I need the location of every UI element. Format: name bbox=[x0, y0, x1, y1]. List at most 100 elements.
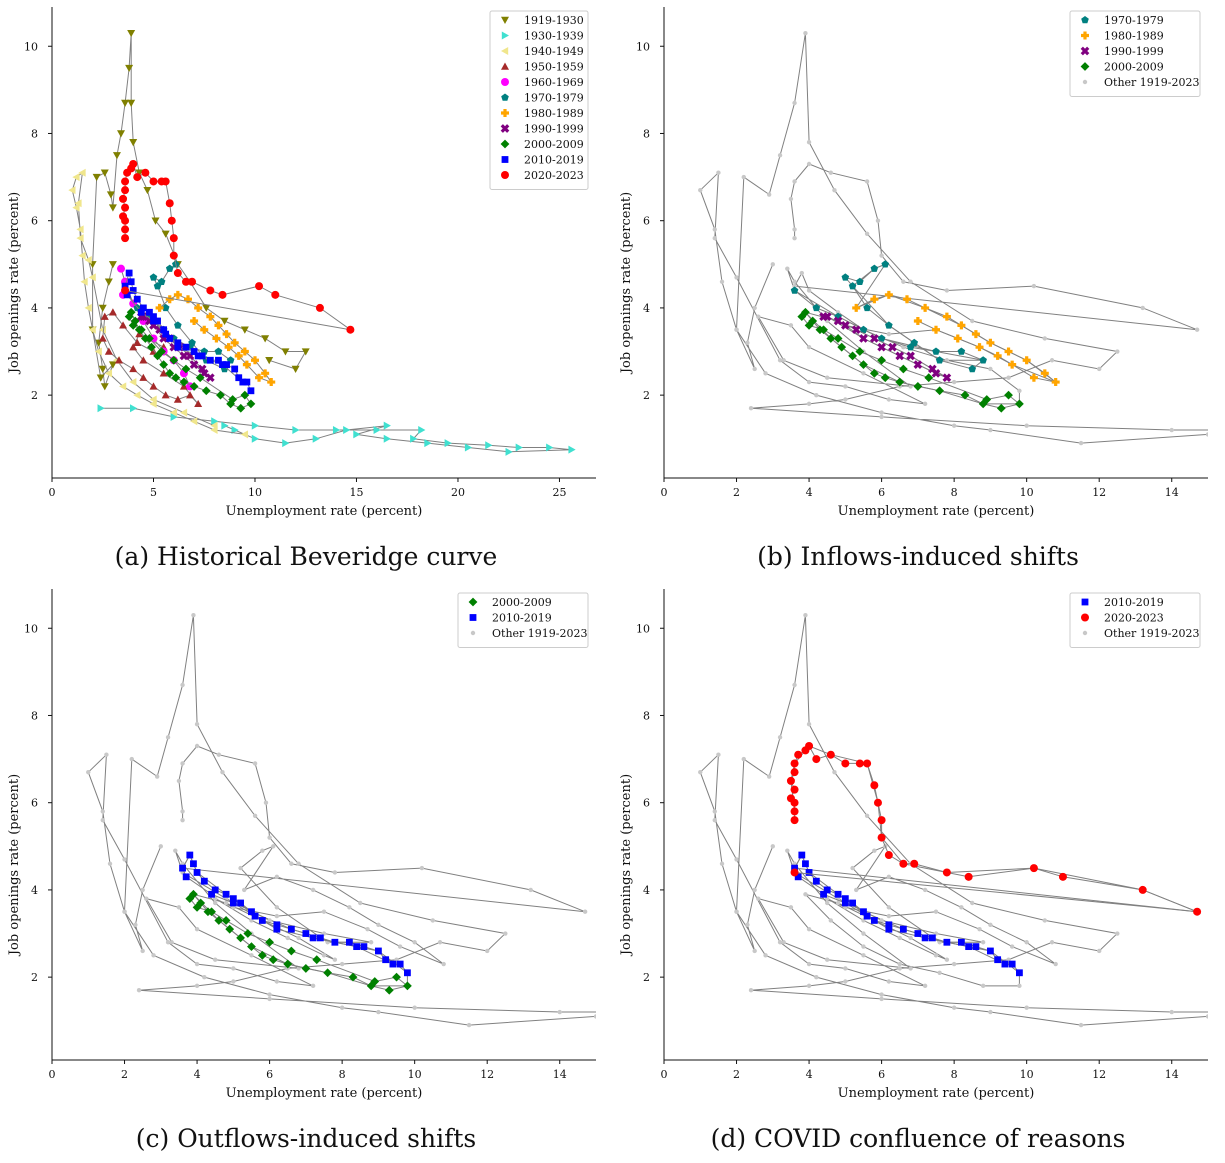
point-1970-1979 bbox=[859, 325, 868, 333]
point-2020-2023 bbox=[790, 768, 799, 777]
series-line-2010-2019 bbox=[182, 853, 408, 974]
point-1970-1979 bbox=[157, 277, 166, 285]
other-point bbox=[140, 887, 145, 893]
other-point bbox=[180, 809, 185, 814]
point-1940-1949 bbox=[74, 199, 82, 208]
point-1950-1959 bbox=[149, 382, 158, 390]
point-2020-2023 bbox=[877, 833, 886, 842]
other-point bbox=[970, 900, 975, 906]
point-2000-2009 bbox=[171, 373, 181, 383]
other-point bbox=[752, 948, 757, 954]
point-2010-2019 bbox=[239, 378, 247, 386]
point-1970-1979 bbox=[161, 303, 170, 312]
other-point bbox=[1024, 940, 1029, 945]
point-1980-1989 bbox=[224, 343, 233, 352]
chart-b: 0 2 4 6 8 10 12 14 2 4 6 8 10 Unemployment rate (perc… bbox=[619, 7, 1208, 519]
point-2020-2023 bbox=[206, 286, 215, 295]
other-point bbox=[886, 979, 892, 984]
other-point bbox=[781, 358, 786, 363]
point-1919-1930 bbox=[281, 348, 290, 356]
point-2000-2009 bbox=[130, 316, 140, 326]
point-2000-2009 bbox=[826, 334, 836, 343]
y-tick-label: 8 bbox=[643, 709, 650, 722]
legend-marker-1970-1979 bbox=[501, 93, 509, 101]
point-2020-2023 bbox=[346, 325, 355, 334]
point-2010-2019 bbox=[812, 877, 820, 885]
point-2000-2009 bbox=[848, 351, 857, 361]
point-2010-2019 bbox=[331, 938, 339, 946]
other-point bbox=[136, 988, 142, 993]
other-point bbox=[1169, 427, 1174, 433]
point-1980-1989 bbox=[267, 378, 276, 387]
other-point bbox=[231, 979, 236, 984]
point-2010-2019 bbox=[805, 869, 813, 876]
point-1919-1930 bbox=[143, 186, 152, 195]
point-2020-2023 bbox=[167, 216, 176, 225]
point-2000-2009 bbox=[243, 929, 253, 938]
point-1960-1969 bbox=[117, 264, 126, 273]
point-1980-1989 bbox=[1051, 378, 1060, 387]
point-2000-2009 bbox=[283, 959, 293, 969]
other-point bbox=[828, 918, 834, 923]
point-2010-2019 bbox=[802, 860, 809, 868]
series-1919-1930 bbox=[88, 29, 310, 391]
x-tick-label: 12 bbox=[1092, 486, 1106, 499]
point-2000-2009 bbox=[126, 307, 136, 317]
other-point bbox=[843, 397, 848, 402]
other-point bbox=[933, 953, 939, 958]
other-point bbox=[698, 769, 703, 775]
other-point bbox=[922, 983, 928, 989]
other-point bbox=[194, 743, 200, 749]
point-1919-1930 bbox=[135, 169, 144, 177]
other-point bbox=[165, 940, 171, 945]
point-1930-1939 bbox=[251, 434, 259, 443]
other-point bbox=[734, 327, 739, 332]
point-1930-1939 bbox=[251, 421, 259, 430]
series-2020-2023 bbox=[119, 160, 355, 334]
point-1950-1959 bbox=[98, 334, 107, 342]
other-point bbox=[169, 940, 174, 945]
point-2010-2019 bbox=[231, 365, 239, 373]
other-point bbox=[886, 905, 892, 910]
other-point bbox=[951, 961, 957, 967]
x-tick-label: 20 bbox=[451, 486, 465, 499]
other-point bbox=[274, 874, 280, 880]
x-tick-label: 0 bbox=[661, 486, 668, 499]
legend-label-2000-2009: 2000-2009 bbox=[492, 596, 552, 609]
other-point bbox=[777, 940, 783, 945]
y-axis-label: Job openings rate (percent) bbox=[619, 774, 634, 957]
point-2010-2019 bbox=[139, 304, 147, 312]
point-2020-2023 bbox=[794, 750, 803, 759]
other-point bbox=[792, 100, 797, 106]
point-1950-1959 bbox=[104, 347, 113, 355]
point-1980-1989 bbox=[932, 325, 940, 334]
point-1940-1949 bbox=[84, 255, 92, 264]
point-1980-1989 bbox=[173, 290, 182, 299]
point-1930-1939 bbox=[221, 421, 229, 430]
point-2000-2009 bbox=[996, 403, 1006, 413]
point-1970-1979 bbox=[812, 303, 821, 312]
other-point bbox=[129, 756, 134, 762]
point-2010-2019 bbox=[885, 921, 893, 929]
panel-b: 0 2 4 6 8 10 12 14 2 4 6 8 10 Unemployment rate (perc… bbox=[612, 0, 1224, 580]
other-point bbox=[886, 331, 892, 337]
point-2020-2023 bbox=[1138, 885, 1147, 894]
point-2020-2023 bbox=[790, 807, 799, 816]
point-1940-1949 bbox=[88, 325, 96, 334]
point-2000-2009 bbox=[165, 368, 175, 378]
point-2010-2019 bbox=[198, 352, 206, 360]
point-1990-1999 bbox=[870, 334, 879, 343]
point-1990-1999 bbox=[841, 321, 850, 330]
point-1930-1939 bbox=[515, 443, 523, 452]
other-point bbox=[1024, 423, 1029, 428]
point-2000-2009 bbox=[196, 898, 206, 908]
legend: 1970-1979 1980-1989 1990-1999 2000-2009 Othe… bbox=[1069, 10, 1201, 97]
point-2020-2023 bbox=[188, 277, 197, 286]
point-2000-2009 bbox=[159, 360, 169, 370]
legend-box bbox=[489, 10, 589, 190]
point-2020-2023 bbox=[884, 851, 893, 860]
other-point bbox=[879, 414, 884, 420]
x-tick-label: 6 bbox=[266, 1068, 273, 1081]
other-point bbox=[310, 983, 316, 989]
other-point bbox=[922, 401, 928, 407]
